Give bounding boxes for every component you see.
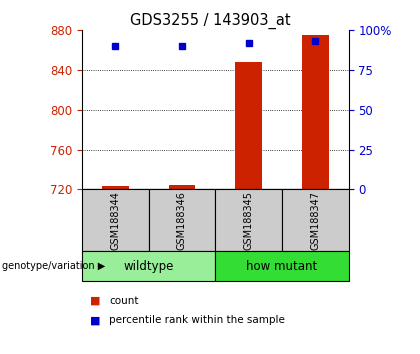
Text: genotype/variation ▶: genotype/variation ▶ — [2, 261, 105, 272]
Text: GSM188345: GSM188345 — [244, 191, 254, 250]
Bar — [168, 185, 195, 189]
Bar — [302, 35, 328, 189]
Bar — [102, 187, 129, 189]
Text: ■: ■ — [90, 315, 101, 325]
Text: ■: ■ — [90, 296, 101, 306]
Text: GSM188344: GSM188344 — [110, 191, 120, 250]
Bar — [235, 62, 262, 189]
Text: GDS3255 / 143903_at: GDS3255 / 143903_at — [130, 12, 290, 29]
Text: GSM188347: GSM188347 — [310, 191, 320, 250]
Text: how mutant: how mutant — [246, 260, 318, 273]
Text: percentile rank within the sample: percentile rank within the sample — [109, 315, 285, 325]
Text: wildtype: wildtype — [123, 260, 174, 273]
Text: count: count — [109, 296, 139, 306]
Text: GSM188346: GSM188346 — [177, 191, 187, 250]
